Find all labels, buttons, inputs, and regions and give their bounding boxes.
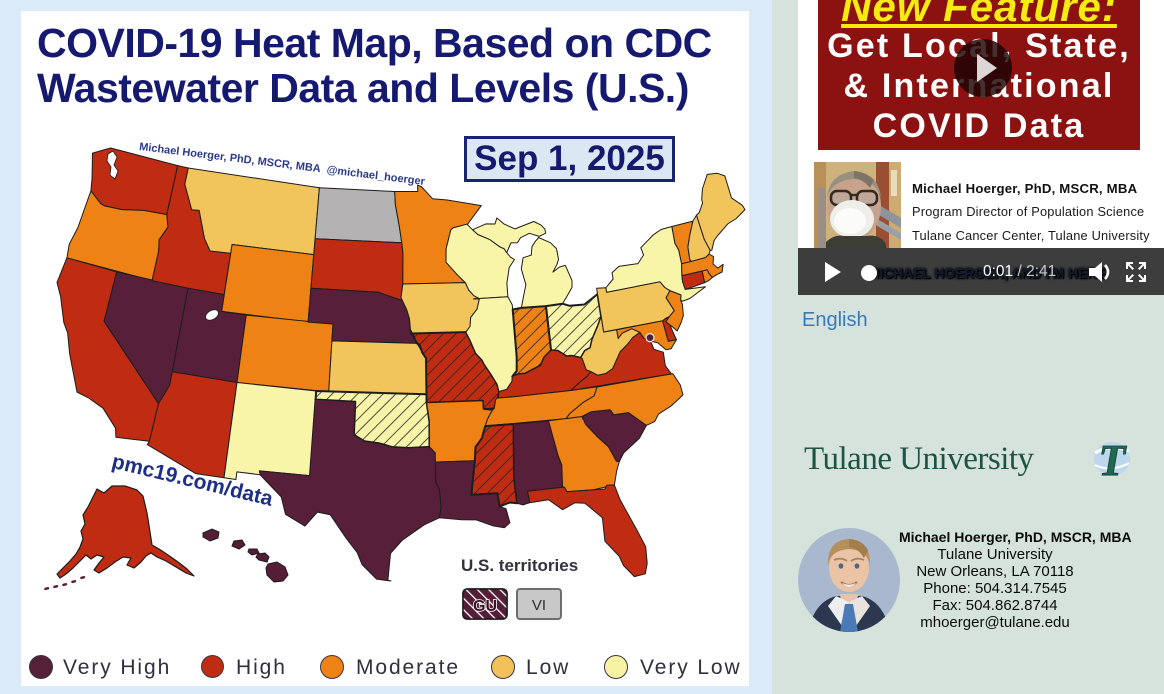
svg-text:T: T: [1099, 439, 1128, 483]
svg-text:VI: VI: [532, 597, 546, 614]
svg-text:GU: GU: [473, 598, 497, 615]
